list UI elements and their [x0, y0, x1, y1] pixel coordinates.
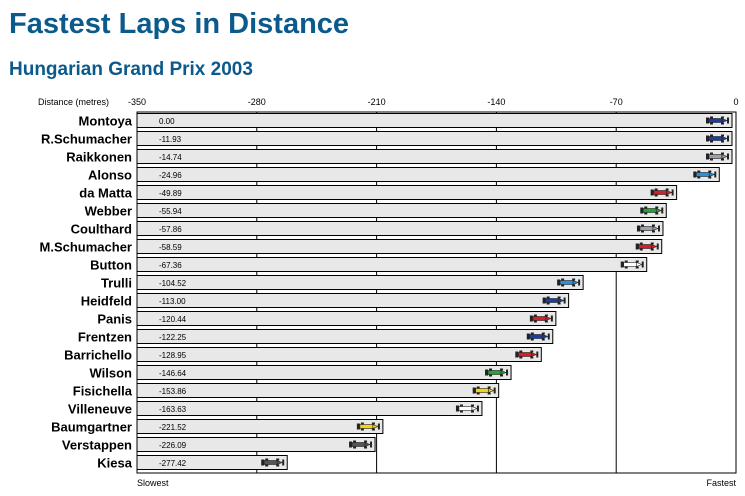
gridlines	[136, 111, 737, 474]
driver-label: R.Schumacher	[41, 132, 132, 147]
driver-label: Kiesa	[97, 456, 132, 471]
bar	[136, 221, 664, 236]
bar	[136, 419, 384, 434]
bar	[136, 401, 483, 416]
driver-label: da Matta	[79, 186, 133, 201]
car-icon	[640, 206, 664, 215]
car-icon	[455, 404, 479, 413]
car-icon	[693, 170, 717, 179]
car-icon	[620, 260, 644, 269]
driver-label: Trulli	[101, 276, 132, 291]
bar	[136, 293, 570, 308]
data-label: -24.96	[159, 171, 182, 180]
data-label: -163.63	[159, 405, 187, 414]
x-tick-label: -70	[610, 97, 623, 107]
fastest-label: Fastest	[706, 478, 736, 488]
slowest-label: Slowest	[137, 478, 169, 488]
bar	[136, 347, 542, 362]
chart-subtitle: Hungarian Grand Prix 2003	[9, 59, 253, 80]
data-label: -226.09	[159, 441, 187, 450]
bar	[136, 437, 376, 452]
x-axis-label: Distance (metres)	[38, 97, 109, 107]
car-icon	[650, 188, 674, 197]
driver-label: Button	[90, 258, 132, 273]
x-tick-label: -280	[248, 97, 266, 107]
data-label: -104.52	[159, 279, 187, 288]
driver-label: Coulthard	[71, 222, 132, 237]
bar	[136, 257, 648, 272]
bar	[136, 149, 733, 164]
car-icon	[485, 368, 509, 377]
data-label: -120.44	[159, 315, 187, 324]
car-icon	[706, 116, 729, 125]
car-icon	[261, 458, 285, 467]
bars-group: 0.00 -11.93 -14.74 -24.96 -49.89 -55.94 -57.86…	[136, 113, 733, 470]
car-icon	[635, 242, 659, 251]
car-icon	[557, 278, 581, 287]
driver-label: Raikkonen	[66, 150, 132, 165]
data-label: -11.93	[159, 135, 182, 144]
car-icon	[542, 296, 566, 305]
bar	[136, 131, 733, 146]
car-icon	[526, 332, 550, 341]
bar	[136, 383, 500, 398]
driver-label: Frentzen	[78, 330, 132, 345]
driver-label: Fisichella	[73, 384, 133, 399]
driver-label: Alonso	[88, 168, 132, 183]
driver-label: Wilson	[90, 366, 133, 381]
car-icon	[706, 152, 729, 161]
bar	[136, 203, 667, 218]
data-label: -67.36	[159, 261, 182, 270]
car-icon	[349, 440, 373, 449]
data-label: -14.74	[159, 153, 182, 162]
car-icon	[472, 386, 496, 395]
data-label: -277.42	[159, 459, 187, 468]
bar	[136, 275, 584, 290]
driver-label: Barrichello	[64, 348, 132, 363]
driver-label: M.Schumacher	[40, 240, 132, 255]
data-label: -122.25	[159, 333, 187, 342]
car-icon	[706, 134, 729, 143]
driver-label: Montoya	[79, 114, 133, 129]
car-icon	[356, 422, 380, 431]
plot-frame	[136, 111, 737, 474]
x-axis-ticks: -350 -280 -210 -140 -70 0	[128, 97, 739, 107]
data-label: -146.64	[159, 369, 187, 378]
bar	[136, 113, 733, 128]
driver-label: Webber	[85, 204, 132, 219]
car-icon	[529, 314, 553, 323]
car-icon	[515, 350, 539, 359]
x-tick-label: 0	[733, 97, 738, 107]
data-label: -49.89	[159, 189, 182, 198]
bar	[136, 185, 678, 200]
driver-labels: Montoya R.Schumacher Raikkonen Alonso da Mat…	[40, 114, 133, 471]
x-tick-label: -210	[368, 97, 386, 107]
data-label: -55.94	[159, 207, 182, 216]
bar	[136, 239, 663, 254]
data-label: -128.95	[159, 351, 187, 360]
driver-label: Villeneuve	[68, 402, 132, 417]
driver-label: Heidfeld	[81, 294, 132, 309]
data-label: -221.52	[159, 423, 187, 432]
x-tick-label: -140	[487, 97, 505, 107]
car-icon	[636, 224, 660, 233]
chart-title: Fastest Laps in Distance	[9, 8, 350, 40]
bar	[136, 455, 288, 470]
bar	[136, 329, 554, 344]
data-label: 0.00	[159, 117, 175, 126]
driver-label: Panis	[97, 312, 132, 327]
driver-label: Baumgartner	[51, 420, 132, 435]
bar	[136, 311, 557, 326]
driver-label: Verstappen	[62, 438, 132, 453]
data-label: -153.86	[159, 387, 187, 396]
data-label: -57.86	[159, 225, 182, 234]
data-label: -58.59	[159, 243, 182, 252]
data-label: -113.00	[159, 297, 186, 306]
x-tick-label: -350	[128, 97, 146, 107]
bar	[136, 365, 512, 380]
bar	[136, 167, 720, 182]
